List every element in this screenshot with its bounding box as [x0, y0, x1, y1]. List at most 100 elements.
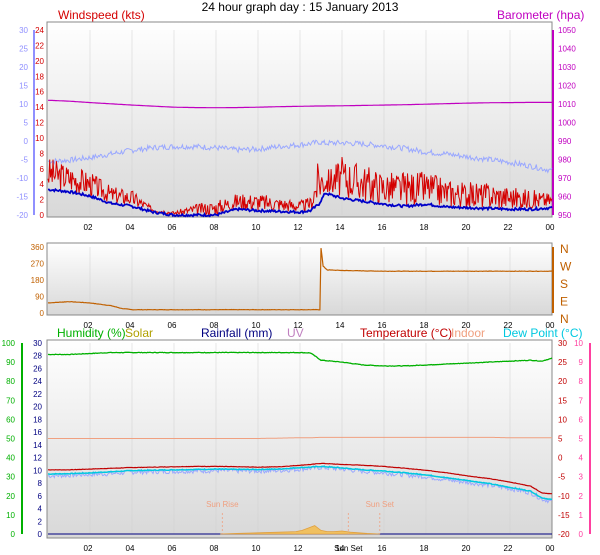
barometer-tick: 1020 [558, 82, 576, 91]
x-tick-label: 04 [126, 544, 135, 553]
direction-tick: 90 [35, 293, 44, 302]
uv-tick: 3 [579, 473, 584, 482]
x-tick-label: 22 [504, 321, 513, 330]
light-blue-trace [47, 139, 553, 174]
compass-label: W [560, 260, 572, 274]
temperature-tick: 10 [558, 415, 567, 424]
x-tick-label: 22 [504, 544, 513, 553]
x-tick-label: 22 [504, 223, 513, 232]
x-tick-label: 00 [546, 544, 555, 553]
page-title: 24 hour graph day : 15 January 2013 [202, 0, 399, 14]
windspeed-tick: 4 [40, 180, 45, 189]
left-axis-tick: 20 [19, 63, 28, 72]
dew-point-legend: Dew Point (°C) [503, 326, 582, 340]
x-tick-label: 10 [252, 321, 261, 330]
left-axis-tick: 15 [19, 82, 28, 91]
x-tick-label: 06 [168, 544, 177, 553]
indoor-legend: Indoor [451, 326, 485, 340]
x-tick-label: 08 [210, 544, 219, 553]
rainfall-tick: 20 [33, 403, 42, 412]
barometer-tick: 1000 [558, 119, 576, 128]
x-tick-label: 18 [420, 223, 429, 232]
left-axis-tick: 0 [24, 137, 29, 146]
x-tick-label: 12 [294, 544, 303, 553]
windspeed-tick: 10 [35, 134, 44, 143]
humidity-tick: 0 [11, 530, 16, 539]
x-tick-labels: 02 02 02 04 04 04 06 06 06 08 08 08 10 10 10 12 12 12 14 14… [84, 223, 555, 553]
x-tick-label: 14 [336, 321, 345, 330]
windspeed-tick: 16 [35, 88, 44, 97]
uv-tick: 2 [579, 492, 584, 501]
windspeed-tick: 14 [35, 103, 44, 112]
x-tick-label: 00 [546, 223, 555, 232]
humidity-tick: 30 [6, 473, 15, 482]
temperature-tick: 20 [558, 377, 567, 386]
humidity-tick: 10 [6, 511, 15, 520]
x-tick-label: 10 [252, 223, 261, 232]
rainfall-tick: 26 [33, 364, 42, 373]
x-tick-label: 06 [168, 321, 177, 330]
windspeed-tick: 24 [35, 26, 44, 35]
uv-tick: 5 [579, 435, 584, 444]
barometer-tick: 950 [558, 211, 572, 220]
temperature-tick: -20 [558, 530, 570, 539]
rainfall-tick: 2 [38, 517, 43, 526]
x-tick-label: 08 [210, 223, 219, 232]
rainfall-tick: 12 [33, 454, 42, 463]
left-axis-tick: 25 [19, 45, 28, 54]
windspeed-line [47, 156, 553, 217]
rainfall-tick: 4 [38, 505, 43, 514]
left-axis-tick: -20 [16, 211, 28, 220]
humidity-line [47, 351, 553, 367]
left-axis-tick: 10 [19, 100, 28, 109]
x-tick-label: 18 [420, 544, 429, 553]
sun-marker-label: Sun Rise [206, 500, 239, 509]
left-axis-tick: 30 [19, 26, 28, 35]
temperature-legend: Temperature (°C) [360, 326, 452, 340]
uv-tick: 0 [579, 530, 584, 539]
windspeed-axis-label: Windspeed (kts) [58, 8, 145, 22]
barometer-axis-label: Barometer (hpa) [497, 8, 584, 22]
humidity-tick: 70 [6, 396, 15, 405]
windspeed-tick: 18 [35, 72, 44, 81]
temperature-tick: 30 [558, 339, 567, 348]
humidity-tick: 40 [6, 454, 15, 463]
wind-direction-line [47, 248, 553, 311]
x-tick-label: 20 [462, 223, 471, 232]
uv-tick: 6 [579, 415, 584, 424]
x-tick-label: 04 [126, 321, 135, 330]
x-tick-label: 16 [378, 223, 387, 232]
light-blue-temp-trace [47, 464, 553, 504]
direction-tick: 360 [31, 243, 45, 252]
x-tick-label: 06 [168, 223, 177, 232]
windspeed-tick: 20 [35, 57, 44, 66]
x-tick-label: 20 [462, 321, 471, 330]
x-tick-label: 12 [294, 223, 303, 232]
humidity-legend: Humidity (%) [57, 326, 126, 340]
x-tick-label: 18 [420, 321, 429, 330]
direction-tick: 180 [31, 276, 45, 285]
rainfall-tick: 16 [33, 428, 42, 437]
temperature-tick: 5 [558, 435, 563, 444]
compass-label: N [560, 242, 569, 256]
temperature-tick: -15 [558, 511, 570, 520]
series-layer: Sun Rise Sun Set Sun Set [47, 99, 553, 553]
windspeed-tick: 2 [40, 196, 45, 205]
windspeed-average-line [48, 187, 553, 218]
left-axis-tick: 5 [24, 119, 29, 128]
uv-tick: 7 [579, 396, 584, 405]
rainfall-tick: 6 [38, 492, 43, 501]
x-tick-label: 00 [546, 321, 555, 330]
temperature-tick: -5 [558, 473, 566, 482]
sun-marker-label: Sun Set [366, 500, 395, 509]
uv-tick: 8 [579, 377, 584, 386]
barometer-tick: 990 [558, 137, 572, 146]
barometer-line [48, 99, 552, 109]
barometer-tick: 960 [558, 193, 572, 202]
uv-tick: 10 [574, 339, 583, 348]
grid-layer [89, 30, 511, 534]
x-tick-label: 08 [210, 321, 219, 330]
direction-tick: 270 [31, 260, 45, 269]
temperature-tick: 25 [558, 358, 567, 367]
rainfall-tick: 24 [33, 377, 42, 386]
